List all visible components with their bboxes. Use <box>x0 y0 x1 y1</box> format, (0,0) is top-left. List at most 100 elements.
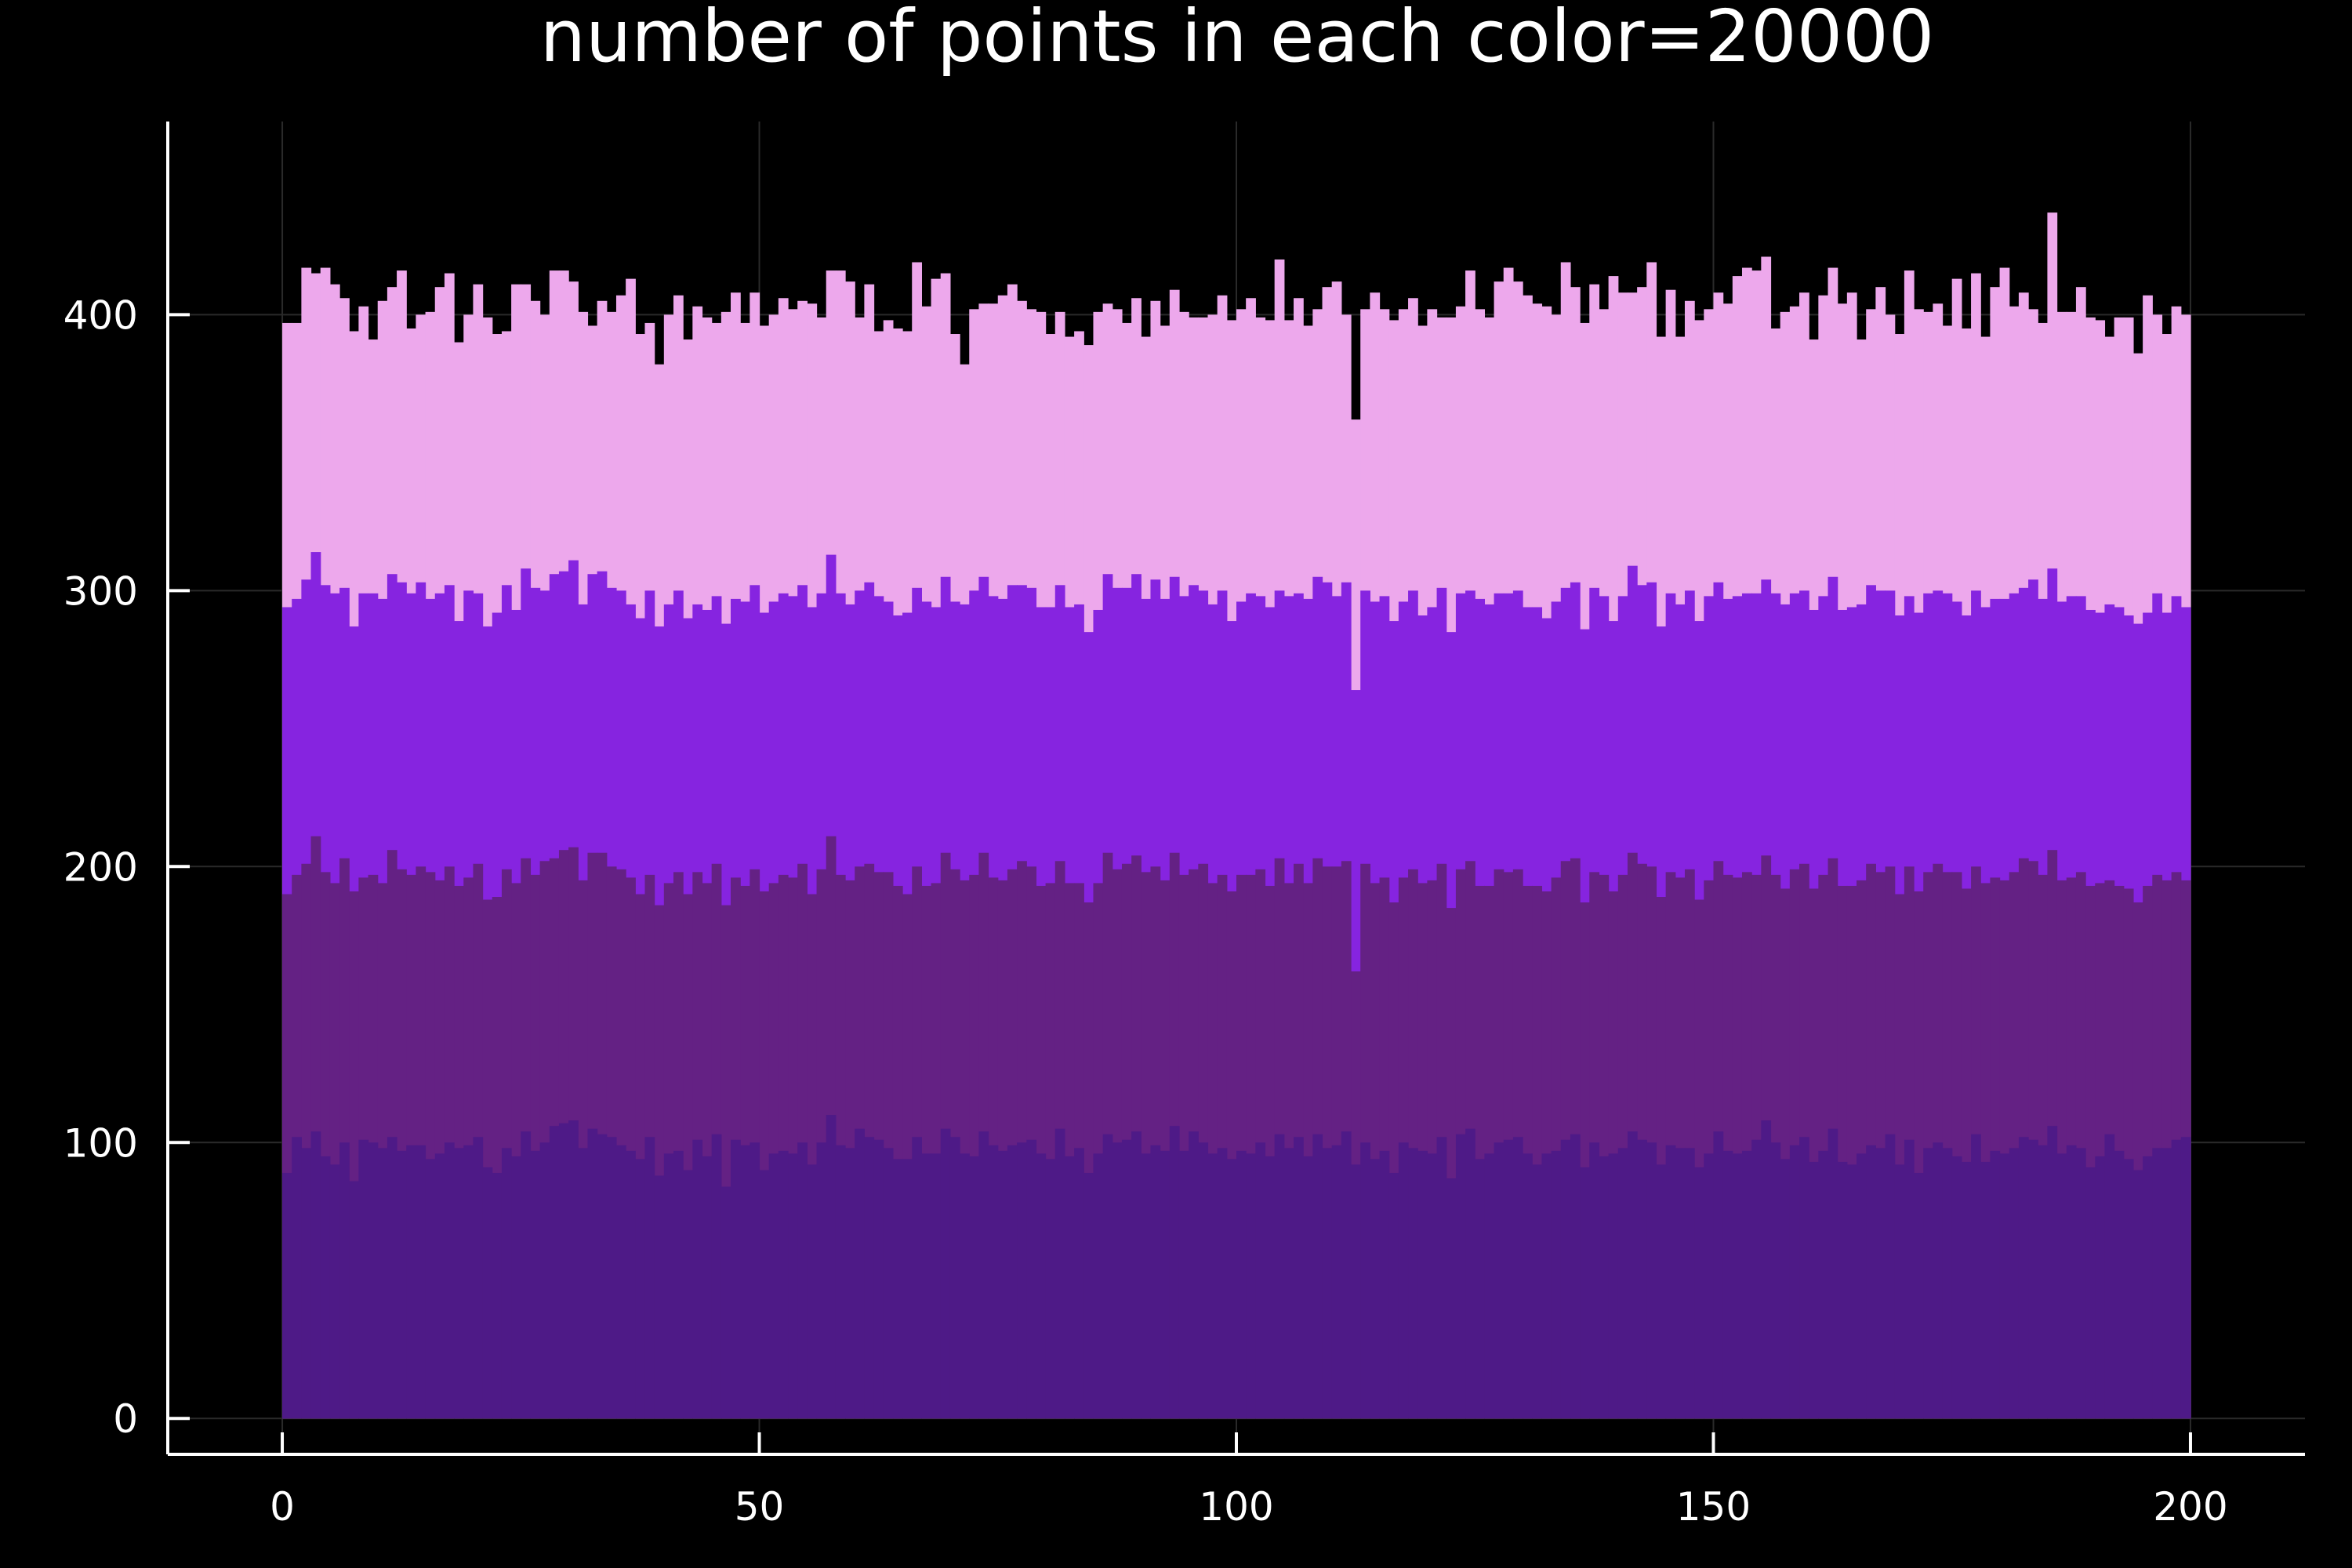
bar-1-bin-40 <box>663 1153 674 1419</box>
x-tick-label: 150 <box>1676 1484 1751 1530</box>
bar-1-bin-86 <box>1102 1134 1113 1419</box>
bar-1-bin-192 <box>2114 1150 2125 1419</box>
bar-1-bin-163 <box>1837 1161 1848 1419</box>
x-tick-label: 50 <box>735 1484 785 1530</box>
bar-1-bin-175 <box>1951 1156 1962 1419</box>
bar-1-bin-42 <box>683 1170 693 1419</box>
bar-1-bin-99 <box>1226 1159 1237 1419</box>
bar-1-bin-94 <box>1178 1150 1189 1419</box>
y-tick-label: 100 <box>64 1120 138 1166</box>
bar-1-bin-137 <box>1589 1142 1600 1419</box>
bar-1-bin-179 <box>1990 1150 2001 1419</box>
bar-1-bin-120 <box>1427 1153 1438 1419</box>
x-tick-label: 100 <box>1199 1484 1273 1530</box>
bar-1-bin-140 <box>1617 1148 1628 1419</box>
bar-1-bin-183 <box>2028 1139 2038 1419</box>
bar-1-bin-23 <box>501 1148 512 1419</box>
bar-1-bin-93 <box>1169 1126 1180 1419</box>
bar-1-bin-91 <box>1150 1145 1161 1419</box>
bar-1-bin-184 <box>2038 1145 2049 1419</box>
bar-1-bin-127 <box>1494 1142 1504 1419</box>
bar-1-bin-195 <box>2143 1156 2153 1419</box>
bar-1-bin-30 <box>568 1120 579 1419</box>
bar-1-bin-0 <box>282 1172 292 1419</box>
bar-1-bin-149 <box>1704 1153 1715 1419</box>
bar-1-bin-47 <box>731 1139 741 1419</box>
bar-1-bin-66 <box>912 1137 922 1419</box>
bar-1-bin-55 <box>807 1164 818 1419</box>
bar-1-bin-19 <box>463 1145 474 1419</box>
bar-1-bin-3 <box>310 1131 321 1419</box>
bar-1-bin-199 <box>2180 1137 2191 1419</box>
bar-1-bin-165 <box>1857 1153 1867 1419</box>
bar-1-bin-122 <box>1446 1178 1457 1419</box>
bar-1-bin-37 <box>635 1159 646 1419</box>
bar-1-bin-114 <box>1370 1159 1381 1419</box>
bar-1-bin-186 <box>2056 1153 2067 1419</box>
bar-1-bin-150 <box>1713 1131 1724 1419</box>
bar-1-bin-25 <box>521 1131 532 1419</box>
bar-1-bin-181 <box>2009 1148 2020 1419</box>
bar-1-bin-5 <box>329 1164 340 1419</box>
bar-1-bin-107 <box>1303 1156 1313 1419</box>
bar-1-bin-17 <box>444 1142 455 1419</box>
bar-1-bin-161 <box>1818 1150 1829 1419</box>
bar-1-bin-154 <box>1751 1139 1762 1419</box>
bar-1-bin-53 <box>788 1153 798 1419</box>
bar-1-bin-167 <box>1875 1148 1886 1419</box>
bar-1-bin-57 <box>826 1115 837 1419</box>
bar-1-bin-111 <box>1341 1131 1352 1419</box>
bar-1-bin-136 <box>1580 1167 1590 1419</box>
bar-1-bin-117 <box>1398 1142 1409 1419</box>
bar-1-bin-174 <box>1942 1148 1953 1419</box>
bar-1-bin-68 <box>931 1153 942 1419</box>
bar-1-bin-46 <box>720 1186 731 1419</box>
bar-1-bin-106 <box>1294 1137 1304 1419</box>
bar-1-bin-11 <box>387 1137 397 1419</box>
bar-1-bin-18 <box>454 1148 464 1419</box>
bar-1-bin-119 <box>1417 1150 1428 1419</box>
x-tick-label: 200 <box>2153 1484 2227 1530</box>
bar-1-bin-123 <box>1455 1134 1466 1419</box>
bar-1-bin-24 <box>511 1156 521 1419</box>
bar-1-bin-133 <box>1551 1150 1562 1419</box>
bar-1-bin-110 <box>1331 1145 1342 1419</box>
histogram-bars <box>282 212 2191 1419</box>
bar-1-bin-197 <box>2161 1148 2172 1419</box>
bar-1-bin-98 <box>1217 1148 1228 1419</box>
bar-1-bin-64 <box>892 1159 903 1419</box>
bar-1-bin-118 <box>1408 1148 1418 1419</box>
bar-1-bin-134 <box>1560 1139 1571 1419</box>
bar-1-bin-164 <box>1846 1164 1857 1419</box>
bar-1-bin-92 <box>1160 1150 1171 1419</box>
bar-1-bin-20 <box>473 1137 484 1419</box>
bar-1-bin-142 <box>1637 1139 1647 1419</box>
bar-1-bin-83 <box>1074 1148 1084 1419</box>
bar-1-bin-189 <box>2085 1167 2096 1419</box>
bar-1-bin-157 <box>1780 1159 1791 1419</box>
bar-1-bin-171 <box>1914 1172 1924 1419</box>
bar-1-bin-153 <box>1741 1150 1752 1419</box>
bar-1-bin-38 <box>644 1137 655 1419</box>
bar-1-bin-168 <box>1885 1134 1896 1419</box>
y-tick-label: 200 <box>64 844 138 890</box>
bar-1-bin-14 <box>416 1145 426 1419</box>
bar-1-bin-162 <box>1828 1128 1838 1419</box>
bar-1-bin-63 <box>883 1148 894 1419</box>
bar-1-bin-116 <box>1388 1172 1399 1419</box>
bar-1-bin-75 <box>997 1150 1008 1419</box>
bar-1-bin-109 <box>1322 1148 1333 1419</box>
bar-1-bin-131 <box>1532 1164 1543 1419</box>
x-tick-label: 0 <box>270 1484 295 1530</box>
bar-1-bin-2 <box>301 1148 312 1419</box>
bar-1-bin-132 <box>1541 1153 1552 1419</box>
bar-1-bin-32 <box>587 1128 598 1419</box>
bar-1-bin-152 <box>1732 1153 1743 1419</box>
bar-1-bin-70 <box>949 1137 960 1419</box>
bar-1-bin-103 <box>1265 1156 1276 1419</box>
bar-1-bin-1 <box>292 1137 302 1419</box>
bar-1-bin-6 <box>339 1142 350 1419</box>
bar-1-bin-139 <box>1608 1153 1619 1419</box>
bar-1-bin-73 <box>978 1131 989 1419</box>
bar-1-bin-9 <box>368 1142 379 1419</box>
